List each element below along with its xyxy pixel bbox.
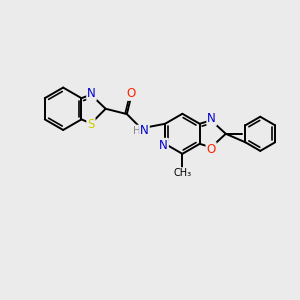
Text: N: N bbox=[159, 139, 168, 152]
Text: S: S bbox=[87, 118, 94, 131]
Text: N: N bbox=[207, 112, 216, 125]
Text: H: H bbox=[133, 126, 141, 136]
Text: O: O bbox=[127, 87, 136, 100]
Text: N: N bbox=[87, 87, 96, 100]
Text: O: O bbox=[206, 142, 216, 156]
Text: N: N bbox=[140, 124, 149, 137]
Text: CH₃: CH₃ bbox=[173, 168, 191, 178]
